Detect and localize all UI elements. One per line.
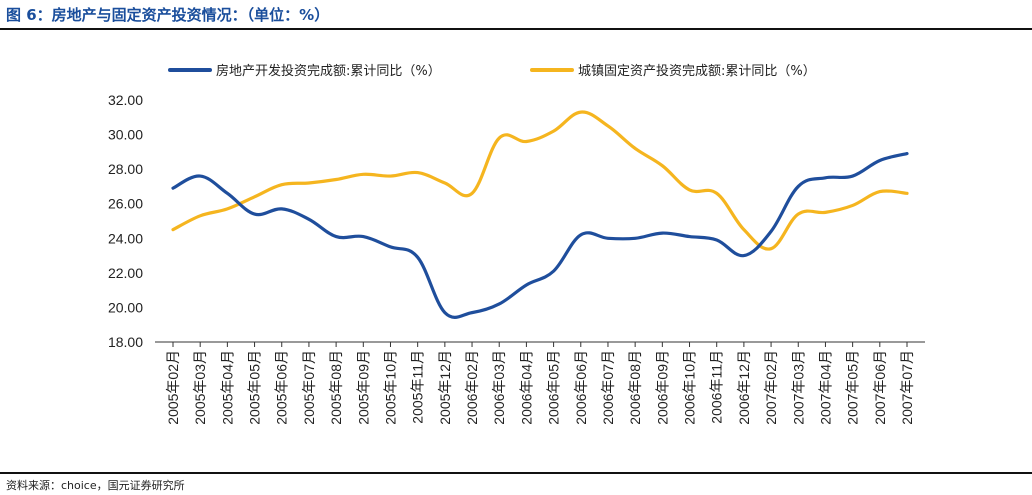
x-tick-label: 2007年05月 [845, 350, 861, 425]
legend-label-real-estate: 房地产开发投资完成额:累计同比（%） [216, 63, 441, 79]
x-tick-label: 2005年10月 [382, 350, 398, 425]
y-tick-label: 18.00 [108, 334, 143, 350]
x-tick-label: 2006年08月 [627, 350, 643, 425]
y-tick-label: 26.00 [108, 196, 143, 212]
x-tick-label: 2006年02月 [464, 350, 480, 425]
x-tick-label: 2005年03月 [192, 350, 208, 425]
x-tick-label: 2005年04月 [219, 350, 235, 425]
chart-title: 图 6：房地产与固定资产投资情况：（单位：%） [6, 6, 330, 24]
x-tick-label: 2006年04月 [518, 350, 534, 425]
x-tick-label: 2006年12月 [736, 350, 752, 425]
x-tick-label: 2006年03月 [491, 350, 507, 425]
x-tick-label: 2007年06月 [872, 350, 888, 425]
x-tick-label: 2005年12月 [437, 350, 453, 425]
x-tick-label: 2006年11月 [709, 350, 725, 424]
footer-divider [0, 472, 1032, 474]
x-tick-label: 2005年06月 [274, 350, 290, 425]
source-note: 资料来源：choice，国元证券研究所 [6, 479, 185, 492]
y-tick-label: 28.00 [108, 161, 143, 177]
y-tick-label: 22.00 [108, 265, 143, 281]
y-tick-label: 32.00 [108, 92, 143, 108]
line-chart: 房地产开发投资完成额:累计同比（%） 城镇固定资产投资完成额:累计同比（%） 1… [108, 63, 925, 425]
y-axis: 18.00 20.00 22.00 24.00 26.00 28.00 30.00 32.00 [108, 92, 143, 350]
y-tick-label: 24.00 [108, 230, 143, 246]
title-divider [0, 28, 1032, 30]
x-tick-label: 2006年09月 [654, 350, 670, 425]
legend: 房地产开发投资完成额:累计同比（%） 城镇固定资产投资完成额:累计同比（%） [168, 63, 816, 79]
x-tick-label: 2006年06月 [573, 350, 589, 425]
x-tick-label: 2005年05月 [247, 350, 263, 425]
x-axis: 2005年02月 2005年03月 2005年04月 2005年05月 2005年06月… [165, 342, 915, 425]
x-tick-label: 2005年02月 [165, 350, 181, 425]
x-tick-label: 2005年11月 [410, 350, 426, 424]
y-tick-label: 20.00 [108, 299, 143, 315]
series-layer [171, 110, 909, 319]
x-tick-label: 2005年09月 [355, 350, 371, 425]
series-line-real-estate [171, 151, 909, 319]
y-tick-label: 30.00 [108, 127, 143, 143]
legend-label-fixed-asset: 城镇固定资产投资完成额:累计同比（%） [578, 63, 816, 79]
x-tick-label: 2006年05月 [546, 350, 562, 425]
x-tick-label: 2007年04月 [817, 350, 833, 425]
x-tick-label: 2005年07月 [301, 350, 317, 425]
x-tick-label: 2006年07月 [600, 350, 616, 425]
series-line-fixed-asset [171, 110, 909, 251]
x-tick-label: 2007年03月 [790, 350, 806, 425]
x-tick-label: 2005年08月 [328, 350, 344, 425]
x-tick-label: 2007年02月 [763, 350, 779, 425]
x-tick-label: 2007年07月 [899, 350, 915, 425]
x-tick-label: 2006年10月 [682, 350, 698, 425]
